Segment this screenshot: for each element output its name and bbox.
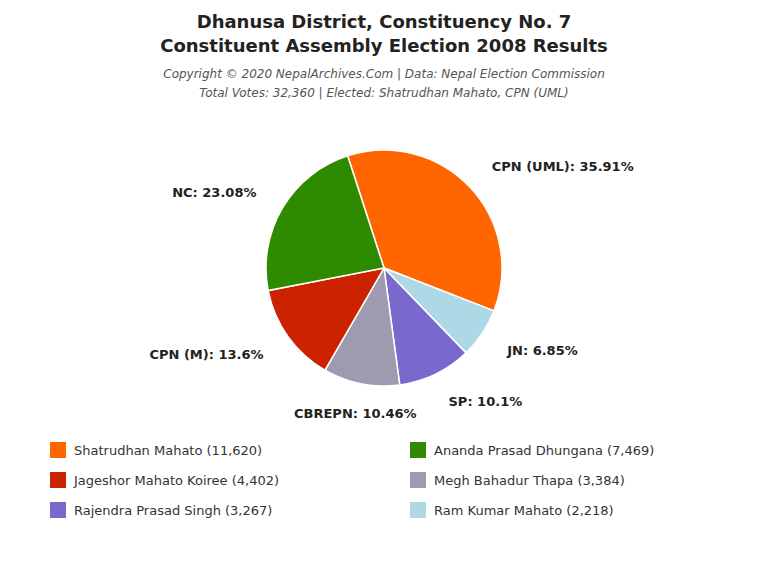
- legend-label: Megh Bahadur Thapa (3,384): [434, 473, 625, 488]
- data-label: CPN (UML): 35.91%: [492, 159, 634, 174]
- data-label: SP: 10.1%: [449, 394, 523, 409]
- legend-label: Jageshor Mahato Koiree (4,402): [73, 473, 279, 488]
- chart-container: Dhanusa District, Constituency No. 7 Cons…: [0, 0, 768, 576]
- data-label: CPN (M): 13.6%: [149, 347, 263, 362]
- legend: Shatrudhan Mahato (11,620) Jageshor Mahat…: [50, 442, 654, 518]
- subtitle: Copyright © 2020 NepalArchives.Com | Dat…: [163, 67, 605, 81]
- legend-swatch: [410, 502, 426, 518]
- legend-label: Rajendra Prasad Singh (3,267): [74, 503, 272, 518]
- data-label: NC: 23.08%: [172, 185, 256, 200]
- data-labels: CPN (UML): 35.91% JN: 6.85% SP: 10.1% CBREP…: [149, 159, 633, 421]
- legend-label: Shatrudhan Mahato (11,620): [74, 443, 262, 458]
- legend-swatch: [410, 442, 426, 458]
- legend-swatch: [50, 472, 66, 488]
- legend-label: Ram Kumar Mahato (2,218): [434, 503, 614, 518]
- legend-label: Ananda Prasad Dhungana (7,469): [434, 443, 654, 458]
- legend-swatch: [50, 502, 66, 518]
- data-label: JN: 6.85%: [506, 343, 578, 358]
- pie-slice: [266, 156, 384, 291]
- data-label: CBREPN: 10.46%: [294, 406, 417, 421]
- legend-swatch: [50, 442, 66, 458]
- chart-svg: Dhanusa District, Constituency No. 7 Cons…: [0, 0, 768, 576]
- subtitle: Total Votes: 32,360 | Elected: Shatrudha…: [199, 86, 568, 100]
- title: Dhanusa District, Constituency No. 7: [197, 11, 572, 32]
- legend-swatch: [410, 472, 426, 488]
- title: Constituent Assembly Election 2008 Resul…: [160, 35, 608, 56]
- pie: [266, 150, 502, 386]
